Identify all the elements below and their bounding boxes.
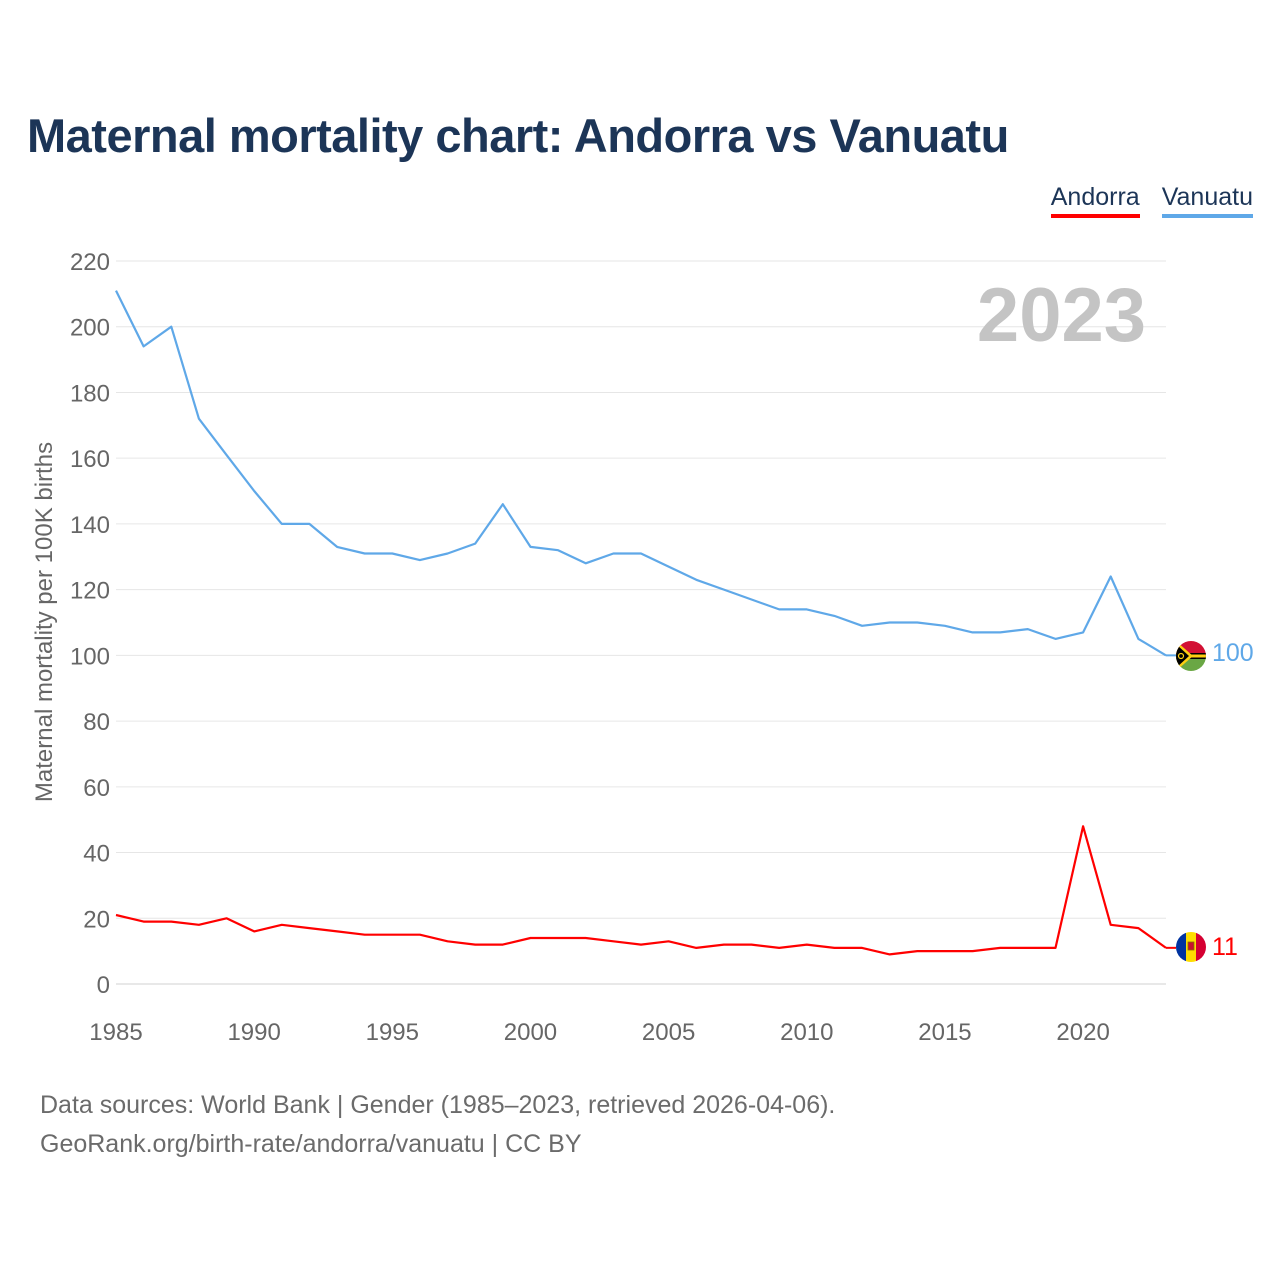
vanuatu-end-value: 100 — [1212, 639, 1254, 667]
x-axis-ticks: 1985 1990 1995 2000 2005 2010 2015 2020 — [89, 1019, 1109, 1046]
y-tick-label: 140 — [70, 512, 110, 539]
series-line-vanuatu[interactable] — [115, 290, 1167, 657]
y-axis-ticks: 0 20 40 60 80 100 120 140 160 180 200 220 — [70, 249, 110, 999]
x-tick-label: 2020 — [1056, 1019, 1109, 1046]
y-tick-label: 0 — [97, 972, 110, 999]
x-tick-label: 1990 — [227, 1019, 280, 1046]
year-watermark: 2023 — [977, 273, 1146, 358]
chart-title: Maternal mortality chart: Andorra vs Van… — [27, 109, 1009, 162]
footer: Data sources: World Bank | Gender (1985–… — [40, 1086, 835, 1164]
legend-item-andorra[interactable]: Andorra — [1050, 183, 1140, 218]
y-tick-label: 160 — [70, 446, 110, 473]
vanuatu-flag-icon — [1176, 641, 1206, 671]
series-lines — [115, 290, 1176, 956]
series-line-andorra[interactable] — [115, 825, 1167, 956]
x-tick-label: 2005 — [642, 1019, 695, 1046]
footer-attribution[interactable]: GeoRank.org/birth-rate/andorra/vanuatu |… — [40, 1130, 582, 1158]
legend-item-vanuatu[interactable]: Vanuatu — [1161, 183, 1253, 218]
legend: Andorra Vanuatu — [1050, 183, 1253, 218]
x-tick-label: 1995 — [366, 1019, 419, 1046]
y-tick-label: 20 — [83, 906, 110, 933]
x-tick-label: 2015 — [918, 1019, 971, 1046]
y-axis-label: Maternal mortality per 100K births — [31, 442, 58, 802]
x-tick-label: 2010 — [780, 1019, 833, 1046]
andorra-end-value: 11 — [1212, 933, 1238, 961]
footer-sources: Data sources: World Bank | Gender (1985–… — [40, 1091, 836, 1119]
y-tick-label: 180 — [70, 380, 110, 407]
gridlines — [116, 260, 1166, 985]
y-tick-label: 200 — [70, 315, 110, 342]
andorra-flag-icon — [1176, 932, 1206, 962]
y-tick-label: 120 — [70, 578, 110, 605]
x-tick-label: 1985 — [89, 1019, 142, 1046]
y-tick-label: 80 — [83, 709, 110, 736]
y-tick-label: 100 — [70, 643, 110, 670]
y-tick-label: 40 — [83, 841, 110, 868]
y-tick-label: 220 — [70, 249, 110, 276]
y-tick-label: 60 — [83, 775, 110, 802]
x-tick-label: 2000 — [504, 1019, 557, 1046]
